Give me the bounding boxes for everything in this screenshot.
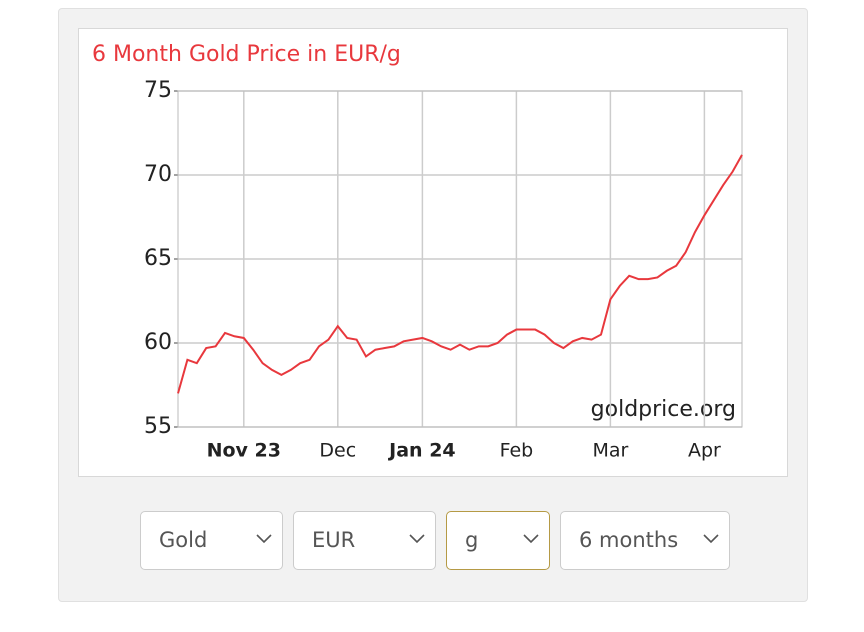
price-line <box>177 154 743 394</box>
metal-select[interactable]: Gold <box>140 511 283 570</box>
currency-select[interactable]: EUR <box>293 511 436 570</box>
chevron <box>703 534 719 544</box>
x-tick-label: Feb <box>500 440 534 462</box>
x-tick-label: Apr <box>688 440 721 462</box>
y-tick-label: 75 <box>144 78 172 103</box>
period-select[interactable]: 6 months <box>560 511 730 570</box>
x-tick-label: Mar <box>592 440 628 462</box>
y-tick-label: 60 <box>144 330 172 355</box>
select-text: Gold <box>159 528 208 552</box>
unit-select[interactable]: g <box>446 511 550 570</box>
select-text: g <box>465 528 479 552</box>
select-text: EUR <box>312 528 356 552</box>
watermark: goldprice.org <box>591 397 736 422</box>
chart-box <box>78 28 788 477</box>
x-tick-label: Jan 24 <box>387 440 455 462</box>
select-text: 6 months <box>579 528 679 552</box>
chevron <box>256 534 272 544</box>
y-tick-label: 55 <box>144 414 172 439</box>
x-tick-label: Nov 23 <box>207 440 281 462</box>
x-tick-label: Dec <box>319 440 356 462</box>
chevron <box>523 534 539 544</box>
chart-title: 6 Month Gold Price in EUR/g <box>92 42 401 67</box>
y-tick-label: 65 <box>144 246 172 271</box>
chevron <box>409 534 425 544</box>
plot-frame <box>177 90 743 428</box>
y-tick-label: 70 <box>144 162 172 187</box>
